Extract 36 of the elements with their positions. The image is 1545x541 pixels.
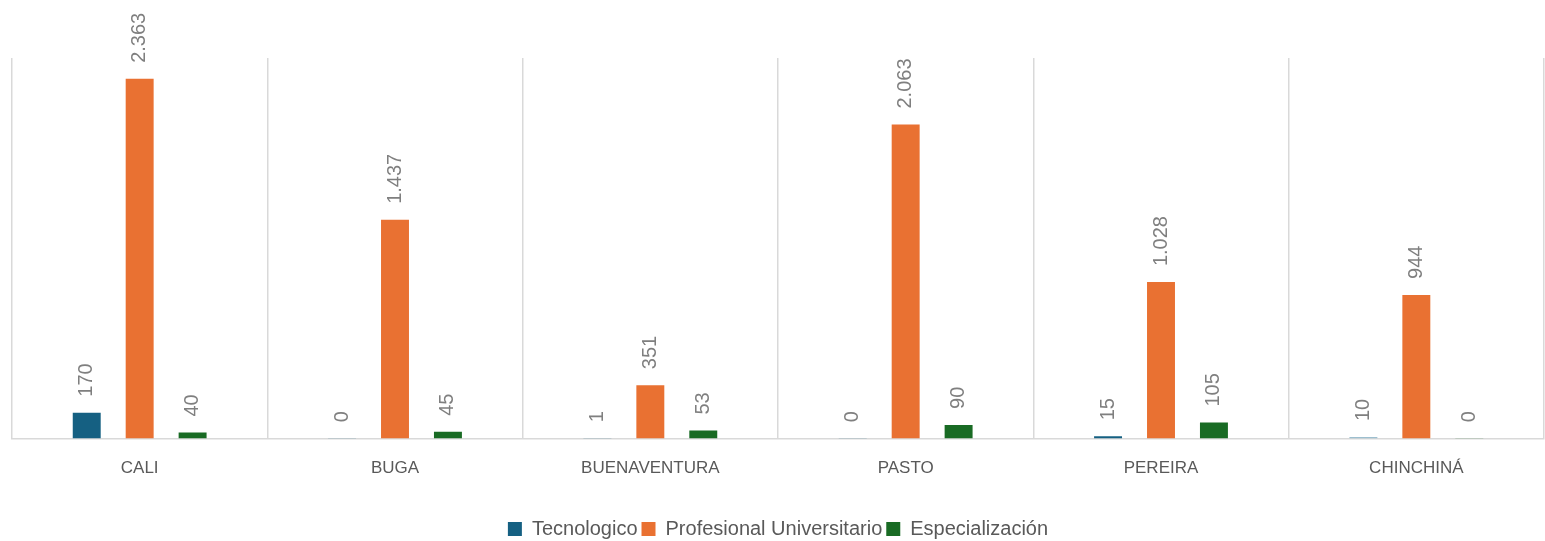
data-label: 105 <box>1201 373 1224 407</box>
data-label: 0 <box>840 411 863 423</box>
x-tick-label: CHINCHINÁ <box>1369 458 1465 478</box>
data-label: 170 <box>74 363 97 397</box>
x-tick-label: PEREIRA <box>1123 458 1199 478</box>
data-label: 15 <box>1095 398 1118 421</box>
data-label: 2.063 <box>893 58 916 109</box>
bar <box>381 219 409 439</box>
bar <box>125 78 154 439</box>
data-label: 53 <box>690 392 713 415</box>
data-label: 0 <box>1456 411 1479 423</box>
x-tick-label: BUENAVENTURA <box>581 458 721 478</box>
bar <box>1402 294 1431 439</box>
x-tick-label: PASTO <box>877 458 934 478</box>
data-label: 351 <box>637 335 660 370</box>
legend-label: Tecnologico <box>531 516 638 539</box>
bar <box>1199 422 1228 439</box>
bar <box>891 124 920 439</box>
data-label: 40 <box>180 394 203 417</box>
x-tick-label: BUGA <box>370 458 420 478</box>
data-label: 90 <box>946 386 969 409</box>
data-label: 944 <box>1403 245 1426 279</box>
bar <box>1147 282 1175 439</box>
x-tick-label: CALI <box>120 458 159 478</box>
bar <box>72 412 101 439</box>
bar <box>944 424 973 439</box>
data-label: 0 <box>329 411 352 423</box>
data-label: 1 <box>584 411 607 423</box>
data-label: 1.028 <box>1148 216 1171 267</box>
data-label: 10 <box>1350 398 1373 422</box>
data-label: 45 <box>435 393 458 416</box>
legend-label: Especialización <box>910 516 1049 539</box>
legend-label: Profesional Universitario <box>665 516 883 539</box>
data-label: 2.363 <box>127 12 150 63</box>
bar <box>636 385 665 439</box>
data-label: 1.437 <box>382 153 405 204</box>
